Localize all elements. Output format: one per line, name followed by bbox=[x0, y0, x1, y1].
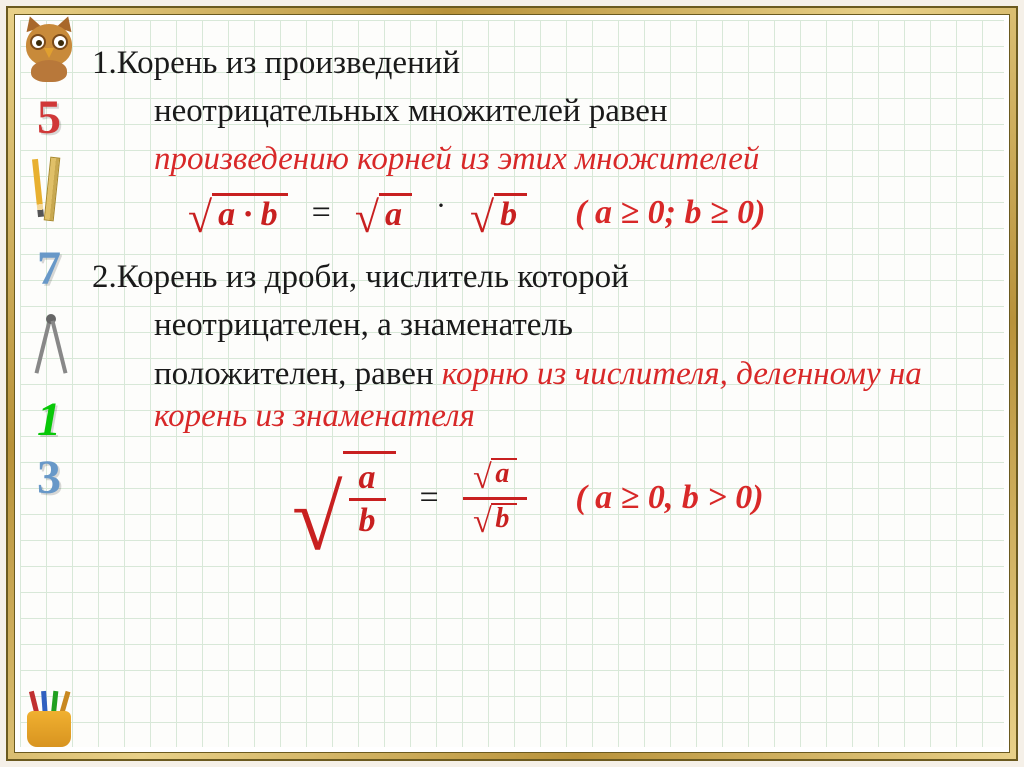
radicand-a2: a bbox=[491, 458, 517, 488]
rule1-text1: Корень из произведений bbox=[117, 45, 460, 81]
side-number-7: 7 bbox=[37, 247, 61, 290]
frac-a-over-b: a b bbox=[349, 458, 386, 541]
rule2-line2: неотрицателен, а знаменатель bbox=[92, 304, 994, 346]
radicand-b2: b bbox=[491, 503, 517, 533]
rule2-condition: ( a ≥ 0, b > 0) bbox=[575, 476, 763, 520]
multiply-dot: · bbox=[430, 187, 452, 225]
frac-den-b: b bbox=[349, 501, 386, 541]
rule1-prefix: 1. bbox=[92, 45, 117, 81]
sqrt-ab: √a · b bbox=[188, 193, 288, 232]
sqrt-frac-ab: √ a b bbox=[292, 451, 396, 545]
radicand-b: b bbox=[494, 193, 527, 232]
rule2-formula: √ a b = √a √b ( a ≥ 0, bbox=[92, 451, 994, 545]
rule1-emphasis: произведению корней из этих множителей bbox=[92, 138, 994, 180]
rule2-prefix: 2. bbox=[92, 259, 117, 295]
radicand-ab: a · b bbox=[212, 193, 288, 232]
sqrt-b-den: √b bbox=[473, 503, 518, 533]
compass-icon bbox=[21, 304, 77, 384]
decorative-sidebar: 5 7 1 3 bbox=[14, 14, 84, 753]
sqrt-b: √b bbox=[470, 193, 527, 232]
radicand-a: a bbox=[379, 193, 412, 232]
equals-2: = bbox=[414, 476, 445, 520]
rule1-formula: √a · b = √a · √b ( a ≥ 0; b ≥ 0) bbox=[92, 191, 994, 235]
rule2-text1: Корень из дроби, числитель которой bbox=[117, 259, 629, 295]
rule2-line1: 2.Корень из дроби, числитель которой bbox=[92, 256, 994, 298]
rule1-condition: ( a ≥ 0; b ≥ 0) bbox=[575, 191, 765, 235]
pencil-ruler-icon bbox=[21, 153, 77, 233]
equals-1: = bbox=[306, 191, 337, 235]
frac-sqrt-a-over-sqrt-b: √a √b bbox=[463, 455, 528, 540]
rule1-line2: неотрицательных множителей равен bbox=[92, 90, 994, 132]
pencil-cup-icon bbox=[22, 691, 76, 747]
owl-icon bbox=[20, 18, 78, 82]
sqrt-a-num: √a bbox=[473, 458, 518, 488]
side-number-5: 5 bbox=[37, 96, 61, 139]
slide-content: 1.Корень из произведений неотрицательных… bbox=[92, 42, 994, 737]
rule2-text3a: положителен, равен bbox=[154, 356, 442, 392]
frac-num-a: a bbox=[349, 458, 386, 498]
sqrt-a: √a bbox=[355, 193, 412, 232]
side-number-3: 3 bbox=[37, 456, 61, 499]
rule1-line1: 1.Корень из произведений bbox=[92, 42, 994, 84]
rule2-line3: положителен, равен корню из числителя, д… bbox=[92, 353, 994, 437]
side-number-1: 1 bbox=[37, 398, 61, 441]
